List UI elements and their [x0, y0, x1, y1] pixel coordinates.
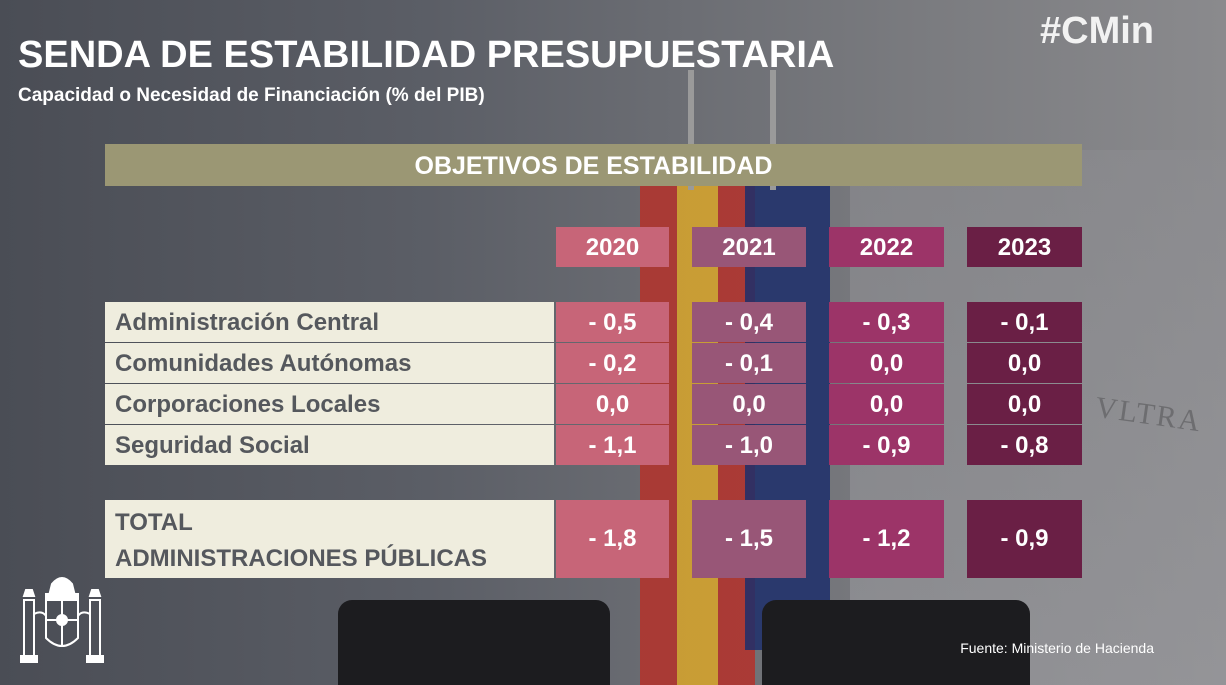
table-cell: 0,0 [829, 384, 944, 424]
table-cell: 0,0 [692, 384, 806, 424]
table-cell: - 0,1 [967, 302, 1082, 342]
page-subtitle: Capacidad o Necesidad de Financiación (%… [18, 85, 485, 106]
row-label-seguridad-social: Seguridad Social [105, 425, 554, 465]
table-cell: - 0,2 [556, 343, 669, 383]
row-label-comunidades-autonomas: Comunidades Autónomas [105, 343, 554, 383]
row-label-administracion-central: Administración Central [105, 302, 554, 342]
chair-right [762, 600, 1030, 685]
table-cell: - 0,8 [967, 425, 1082, 465]
table-cell: - 0,9 [829, 425, 944, 465]
year-header-2023: 2023 [967, 227, 1082, 267]
table-cell: - 0,1 [692, 343, 806, 383]
flag-pole-right [770, 70, 776, 190]
table-cell: 0,0 [829, 343, 944, 383]
year-header-2021: 2021 [692, 227, 806, 267]
total-cell-2022: - 1,2 [829, 500, 944, 578]
total-label-line1: TOTAL [115, 509, 193, 536]
table-cell: 0,0 [556, 384, 669, 424]
year-header-2022: 2022 [829, 227, 944, 267]
table-cell: 0,0 [967, 343, 1082, 383]
chair-left [338, 600, 610, 685]
total-label-line2: ADMINISTRACIONES PÚBLICAS [115, 545, 488, 572]
year-header-2020: 2020 [556, 227, 669, 267]
table-cell: - 1,0 [692, 425, 806, 465]
flag-pole-left [688, 70, 694, 190]
table-cell: - 0,3 [829, 302, 944, 342]
table-cell: 0,0 [967, 384, 1082, 424]
table-cell: - 0,4 [692, 302, 806, 342]
row-label-total: TOTAL ADMINISTRACIONES PÚBLICAS [105, 500, 554, 578]
total-cell-2020: - 1,8 [556, 500, 669, 578]
hashtag-logo: #CMin [1040, 10, 1154, 52]
section-title-band: OBJETIVOS DE ESTABILIDAD [105, 144, 1082, 186]
row-label-corporaciones-locales: Corporaciones Locales [105, 384, 554, 424]
page-title: SENDA DE ESTABILIDAD PRESUPUESTARIA [18, 34, 835, 76]
source-note: Fuente: Ministerio de Hacienda [960, 640, 1154, 656]
total-cell-2023: - 0,9 [967, 500, 1082, 578]
table-cell: - 1,1 [556, 425, 669, 465]
coat-of-arms-icon [20, 577, 104, 663]
table-cell: - 0,5 [556, 302, 669, 342]
total-cell-2021: - 1,5 [692, 500, 806, 578]
